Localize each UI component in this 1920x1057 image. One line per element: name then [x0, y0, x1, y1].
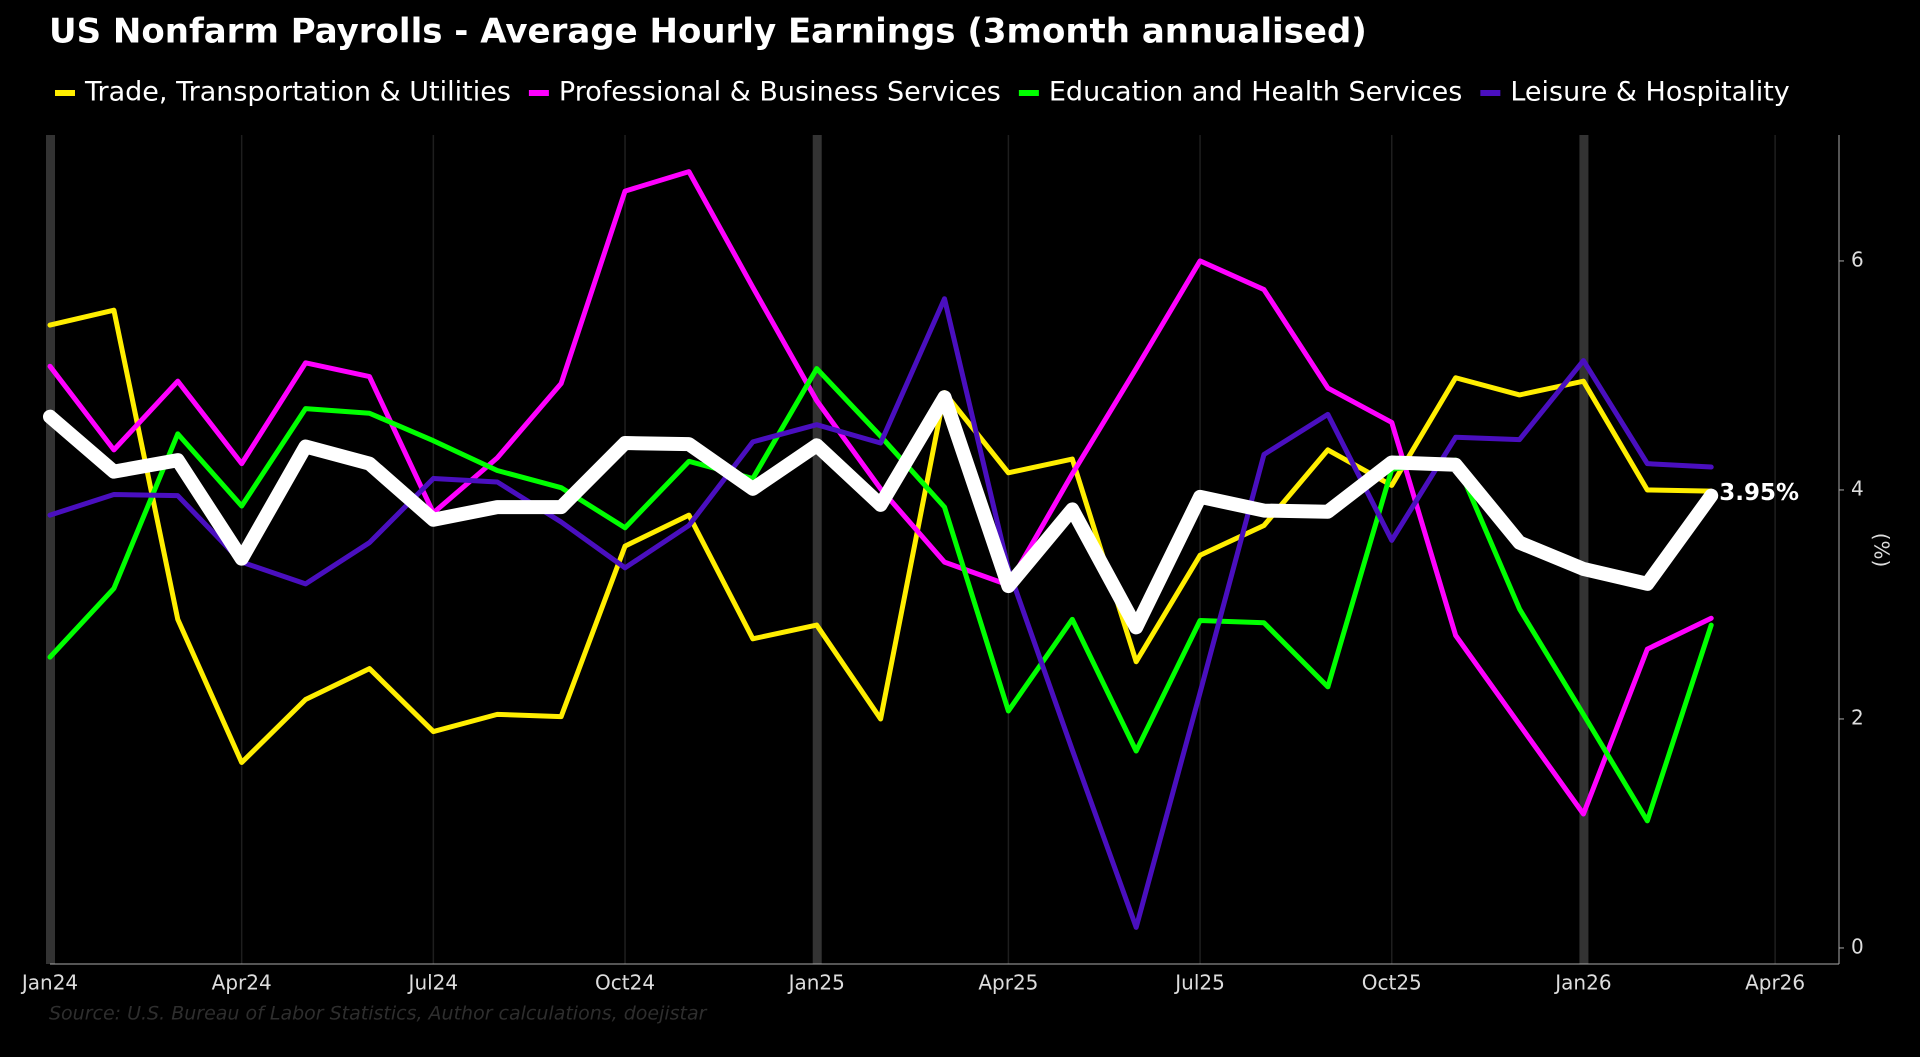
- series-line: [47, 296, 1714, 930]
- series-line: [47, 307, 1714, 765]
- legend-label: Professional & Business Services: [559, 77, 1001, 108]
- y-axis-label: (%): [1870, 533, 1894, 568]
- legend-label: Trade, Transportation & Utilities: [84, 77, 511, 108]
- series-line: [47, 169, 1714, 817]
- y-tick-label: 6: [1851, 247, 1864, 271]
- end-label: 3.95%: [1719, 480, 1799, 506]
- chart-title: US Nonfarm Payrolls - Average Hourly Ear…: [49, 12, 1367, 52]
- year-band: [46, 135, 55, 964]
- y-tick-label: 0: [1851, 934, 1864, 958]
- legend-label: Education and Health Services: [1049, 77, 1462, 108]
- year-band: [812, 135, 822, 964]
- source-note: Source: U.S. Bureau of Labor Statistics,…: [49, 1003, 708, 1025]
- x-tick-label: Jan24: [20, 971, 78, 995]
- x-tick-label: Apr25: [978, 971, 1038, 995]
- x-tick-label: Jan26: [1553, 971, 1611, 995]
- x-tick-label: Oct24: [595, 971, 655, 995]
- x-tick-label: Apr24: [212, 971, 272, 995]
- x-tick-label: Oct25: [1362, 971, 1422, 995]
- y-tick-label: 2: [1851, 705, 1864, 729]
- x-tick-label: Jul24: [407, 971, 459, 995]
- y-tick-label: 4: [1851, 476, 1864, 500]
- x-tick-label: Jan25: [787, 971, 845, 995]
- x-tick-label: Apr26: [1745, 971, 1805, 995]
- year-band: [1579, 135, 1589, 964]
- average-line: [43, 390, 1719, 635]
- legend-label: Leisure & Hospitality: [1510, 77, 1789, 108]
- x-tick-label: Jul25: [1173, 971, 1225, 995]
